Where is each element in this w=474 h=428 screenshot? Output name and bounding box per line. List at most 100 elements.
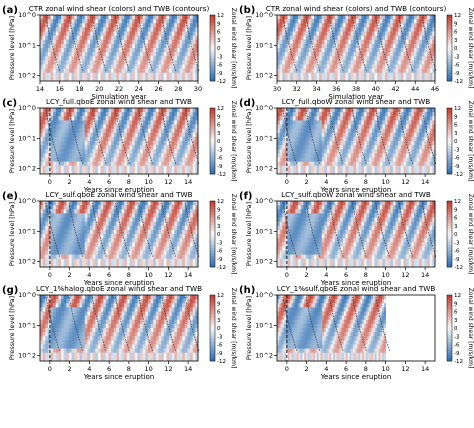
colorbar-tick-label: 6 — [217, 30, 221, 36]
heatmap-cell — [290, 76, 294, 82]
heatmap-cell — [419, 132, 423, 138]
heatmap-cell — [137, 48, 141, 53]
heatmap-cell — [321, 136, 325, 142]
heatmap-cell — [298, 161, 302, 167]
heatmap-cell — [153, 149, 157, 154]
heatmap-cell — [369, 48, 373, 53]
heatmap-cell — [300, 165, 304, 171]
heatmap-cell — [113, 250, 117, 256]
heatmap-cell — [429, 112, 433, 117]
heatmap-cell — [382, 169, 386, 175]
heatmap-cell — [76, 27, 80, 32]
heatmap-cell — [100, 149, 104, 154]
heatmap-cell — [82, 48, 86, 53]
heatmap-cell — [163, 229, 167, 235]
heatmap-cell — [329, 141, 333, 146]
heatmap-cell — [82, 165, 86, 171]
heatmap-cell — [398, 23, 402, 28]
heatmap-cell — [277, 128, 281, 134]
heatmap-cell — [416, 27, 420, 32]
heatmap-cell — [66, 221, 70, 227]
heatmap-cell — [142, 246, 146, 251]
heatmap-cell — [103, 221, 107, 227]
heatmap-cell — [61, 221, 65, 227]
heatmap-cell — [184, 60, 188, 65]
heatmap-cell — [166, 23, 170, 28]
heatmap-cell — [97, 31, 101, 37]
heatmap-cell — [277, 48, 281, 53]
heatmap-cell — [82, 35, 86, 41]
heatmap-cell — [358, 60, 362, 65]
heatmap-cell — [150, 136, 154, 142]
heatmap-cell — [68, 43, 72, 49]
heatmap-cell — [190, 165, 194, 171]
heatmap-cell — [55, 209, 59, 214]
heatmap-cell — [68, 254, 72, 260]
heatmap-cell — [42, 165, 46, 171]
heatmap-cell — [55, 120, 59, 125]
heatmap-cell — [71, 165, 75, 171]
heatmap-cell — [284, 153, 288, 158]
heatmap-cell — [290, 124, 294, 130]
x-axis-label: Simulation year — [91, 93, 146, 101]
heatmap-cell — [363, 19, 367, 24]
heatmap-cell — [292, 23, 296, 28]
heatmap-cell — [282, 120, 286, 125]
heatmap-cell — [171, 68, 175, 74]
heatmap-cell — [134, 157, 138, 163]
heatmap-cell — [58, 19, 62, 24]
heatmap-cell — [337, 149, 341, 154]
heatmap-cell — [182, 60, 186, 65]
colorbar-segment — [447, 67, 452, 71]
heatmap-cell — [284, 76, 288, 82]
heatmap-cell — [47, 35, 51, 41]
heatmap-cell — [169, 149, 173, 154]
heatmap-cell — [424, 43, 428, 49]
heatmap-cell — [42, 250, 46, 256]
heatmap-cell — [119, 161, 123, 167]
heatmap-cell — [427, 165, 431, 171]
heatmap-cell — [182, 242, 186, 247]
heatmap-cell — [169, 60, 173, 65]
heatmap-cell — [153, 141, 157, 146]
heatmap-cell — [71, 124, 75, 130]
heatmap-cell — [279, 56, 283, 61]
heatmap-cell — [424, 68, 428, 74]
heatmap-cell — [424, 39, 428, 45]
heatmap-cell — [53, 39, 57, 45]
heatmap-cell — [142, 112, 146, 117]
heatmap-cell — [350, 43, 354, 49]
heatmap-cell — [124, 229, 128, 235]
heatmap-cell — [63, 221, 67, 227]
heatmap-cell — [45, 116, 49, 121]
heatmap-cell — [163, 27, 167, 32]
heatmap-cell — [348, 141, 352, 146]
heatmap-cell — [134, 242, 138, 247]
heatmap-cell — [174, 108, 178, 113]
heatmap-cell — [121, 149, 125, 154]
heatmap-cell — [111, 229, 115, 235]
heatmap-cell — [105, 68, 109, 74]
heatmap-cell — [105, 128, 109, 134]
heatmap-cell — [358, 43, 362, 49]
heatmap-cell — [432, 76, 436, 82]
heatmap-cell — [158, 242, 162, 247]
heatmap-cell — [342, 157, 346, 163]
heatmap-cell — [329, 15, 333, 20]
heatmap-cell — [145, 246, 149, 251]
colorbar-tick-label: 6 — [454, 123, 458, 129]
heatmap-cell — [150, 157, 154, 163]
heatmap-cell — [84, 161, 88, 167]
heatmap-cell — [116, 238, 120, 243]
heatmap-cell — [161, 250, 165, 256]
heatmap-cell — [79, 201, 83, 206]
heatmap-cell — [50, 60, 54, 65]
heatmap-cell — [84, 165, 88, 171]
heatmap-cell — [292, 116, 296, 121]
heatmap-cell — [337, 60, 341, 65]
heatmap-cell — [105, 221, 109, 227]
heatmap-cell — [358, 68, 362, 74]
heatmap-cell — [90, 124, 94, 130]
heatmap-cell — [71, 60, 75, 65]
heatmap-cell — [45, 225, 49, 231]
